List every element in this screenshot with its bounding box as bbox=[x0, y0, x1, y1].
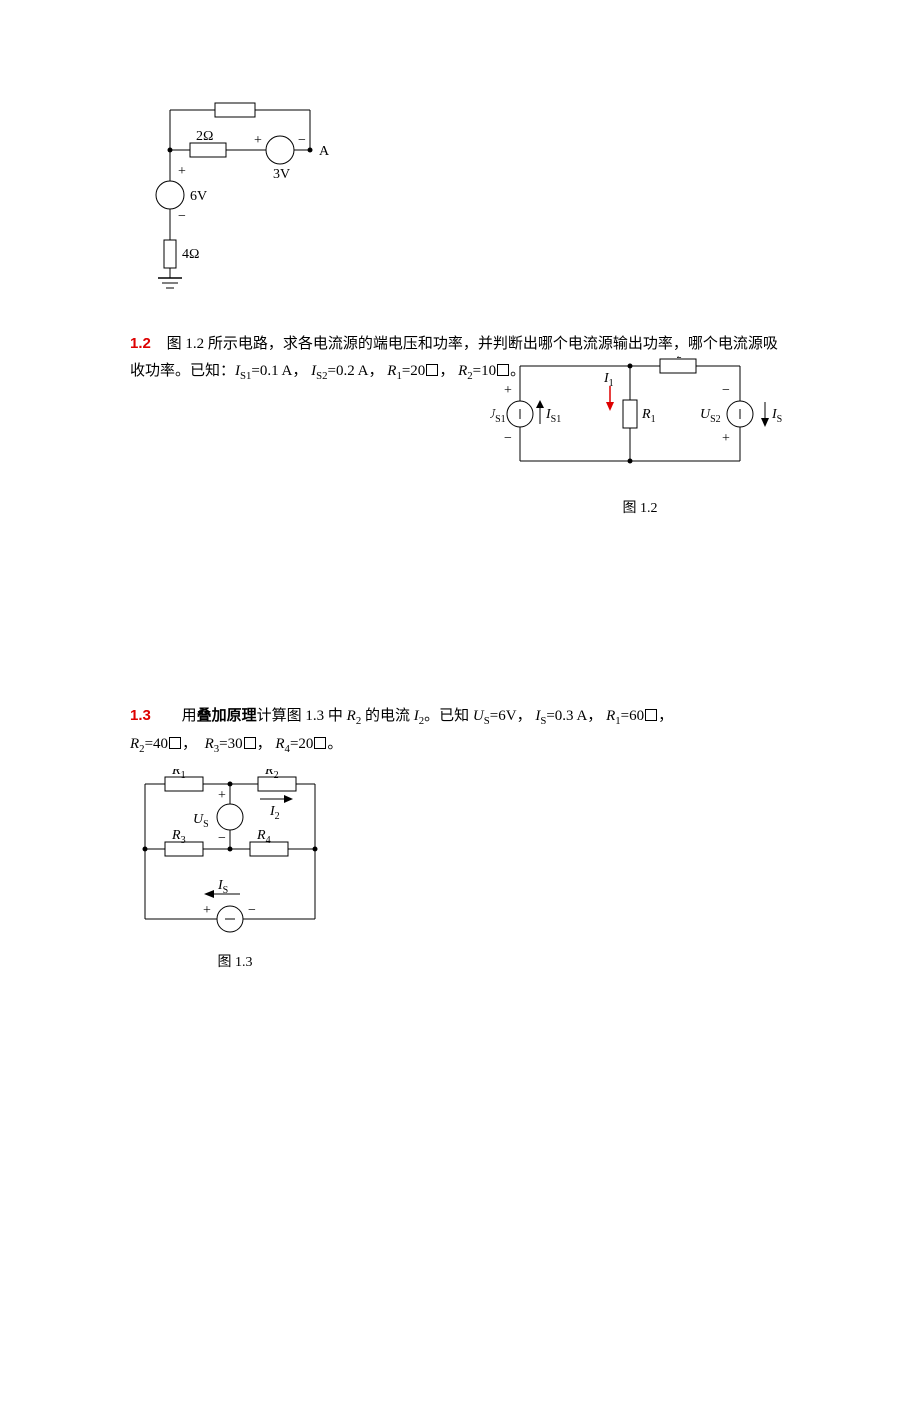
svg-text:+: + bbox=[504, 383, 512, 398]
fig-1-3-caption: 图 1.3 bbox=[130, 950, 340, 975]
p12-is1-val: =0.1 A， bbox=[251, 363, 307, 379]
p12-is2-s: S2 bbox=[316, 370, 327, 382]
p13-num: 1.3 bbox=[130, 707, 151, 724]
box-icon bbox=[426, 364, 438, 376]
node-a: A bbox=[319, 144, 330, 159]
p12-is2-val: =0.2 A， bbox=[328, 363, 384, 379]
r4-val: 4Ω bbox=[182, 247, 199, 262]
p13-l2-r3val: =30 bbox=[219, 736, 242, 752]
p13-l2-r4val: =20 bbox=[290, 736, 313, 752]
p13-r2v: R bbox=[347, 708, 356, 724]
box-icon bbox=[314, 737, 326, 749]
svg-text:IS: IS bbox=[771, 407, 782, 425]
problem-1-3: 1.3 用叠加原理计算图 1.3 中 R2 的电流 I2。已知 US=6V， I… bbox=[130, 702, 790, 976]
box-icon bbox=[169, 737, 181, 749]
box-icon bbox=[645, 709, 657, 721]
r-top-val: 1Ω bbox=[227, 100, 244, 104]
figure-1-top: 1Ω 1Ω 1Ω 2Ω + − 3V A + − 6V bbox=[130, 100, 790, 290]
problem-1-2: 1.2 图 1.2 所示电路，求各电流源的端电压和功率，并判断出哪个电流源输出功… bbox=[130, 330, 790, 522]
svg-text:+: + bbox=[722, 431, 730, 446]
svg-text:−: − bbox=[248, 903, 256, 918]
p13-l2-r4v: R bbox=[275, 736, 284, 752]
svg-text:−: − bbox=[504, 431, 512, 446]
v6-minus: − bbox=[178, 209, 186, 224]
fig-1-2-caption: 图 1.2 bbox=[490, 496, 790, 521]
p13-usv: U bbox=[473, 708, 484, 724]
svg-text:IS1: IS1 bbox=[545, 407, 561, 425]
svg-text:+: + bbox=[203, 903, 211, 918]
circuit-top-svg: 1Ω 1Ω 1Ω 2Ω + − 3V A + − 6V bbox=[130, 100, 350, 290]
svg-text:US: US bbox=[193, 812, 209, 830]
circuit-1-2-svg: R2 + − US1 IS1 R1 bbox=[490, 356, 790, 486]
p13-r1val: =60 bbox=[621, 708, 644, 724]
p12-comma1: ， bbox=[439, 363, 454, 379]
svg-text:US1: US1 bbox=[490, 407, 506, 425]
p13-l2-r2val: =40 bbox=[145, 736, 168, 752]
p12-num: 1.2 bbox=[130, 335, 151, 352]
p13-text3: 。已知 bbox=[424, 708, 473, 724]
svg-text:IS: IS bbox=[217, 878, 228, 896]
v3-plus: + bbox=[254, 133, 262, 148]
p12-is1-s: S1 bbox=[240, 370, 251, 382]
p13-l2-r2v: R bbox=[130, 736, 139, 752]
svg-text:US2: US2 bbox=[700, 407, 721, 425]
svg-text:−: − bbox=[722, 383, 730, 398]
svg-text:I1: I1 bbox=[603, 371, 614, 389]
p13-r1v: R bbox=[606, 708, 615, 724]
svg-text:−: − bbox=[218, 831, 226, 846]
v6-plus: + bbox=[178, 164, 186, 179]
v3-minus: − bbox=[298, 133, 306, 148]
svg-text:R1: R1 bbox=[641, 407, 656, 425]
v3-label: 3V bbox=[273, 167, 290, 182]
p13-bold: 叠加原理 bbox=[197, 708, 257, 724]
p13-text: 计算图 1.3 中 bbox=[257, 708, 347, 724]
p13-text2: 的电流 bbox=[361, 708, 414, 724]
p13-isval: =0.3 A， bbox=[546, 708, 602, 724]
p12-r1-val: =20 bbox=[402, 363, 425, 379]
p12-r2-v: R bbox=[458, 363, 467, 379]
box-icon bbox=[244, 737, 256, 749]
p13-lead: 用 bbox=[182, 708, 197, 724]
svg-text:I2: I2 bbox=[269, 804, 280, 822]
r2-val: 2Ω bbox=[196, 129, 213, 144]
p13-l2-r3v: R bbox=[205, 736, 214, 752]
p13-usval: =6V， bbox=[490, 708, 532, 724]
p13-comma: ， bbox=[658, 708, 673, 724]
svg-text:+: + bbox=[218, 788, 226, 803]
v6-label: 6V bbox=[190, 189, 207, 204]
circuit-1-3-svg: R1 R2 R3 R4 + − US bbox=[130, 769, 340, 944]
